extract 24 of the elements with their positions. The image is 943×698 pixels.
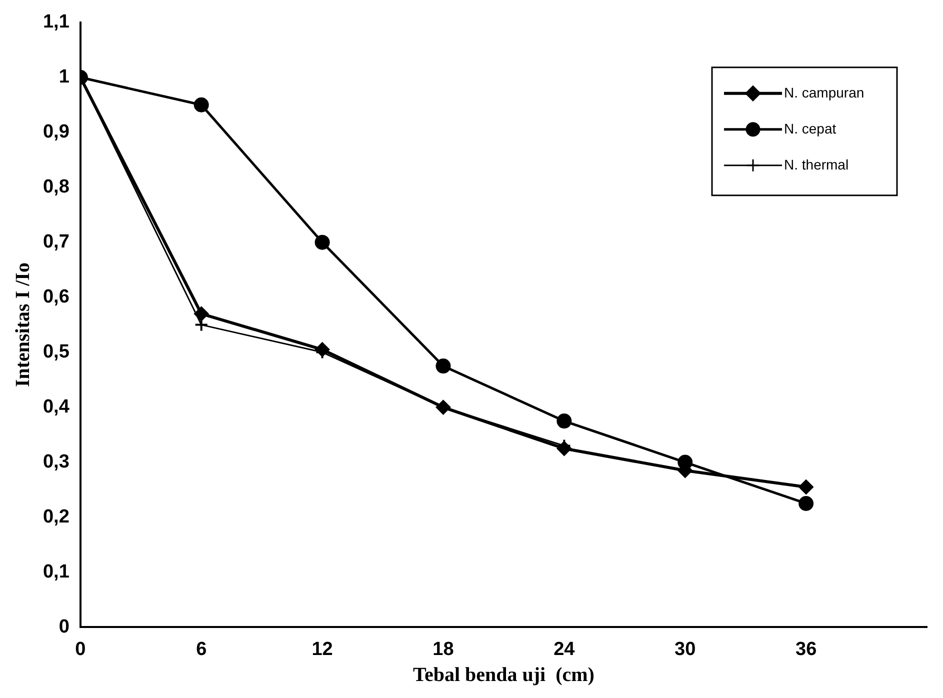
x-tick-label: 36 — [795, 638, 817, 660]
y-tick-label: 0,6 — [42, 286, 70, 308]
y-tick-label: 0,7 — [42, 232, 70, 253]
y-tick-label: 0,3 — [42, 451, 70, 472]
y-tick-label: 1 — [58, 66, 70, 88]
y-tick-label: 0,8 — [42, 176, 70, 198]
y-tick-label: 0 — [58, 616, 70, 638]
x-axis-title: Tebal benda uji (cm) — [412, 664, 594, 686]
legend-label: N. thermal — [784, 156, 849, 172]
x-tick-label: 30 — [674, 638, 696, 660]
y-tick-label: 0,2 — [42, 506, 70, 528]
x-tick-label: 18 — [432, 638, 454, 660]
x-tick-label: 12 — [312, 638, 333, 660]
x-tick-label: 6 — [196, 638, 207, 660]
y-tick-label: 1,1 — [42, 12, 70, 33]
y-tick-label: 0,4 — [42, 396, 70, 418]
x-tick-label: 24 — [554, 638, 576, 660]
y-tick-label: 0,5 — [42, 342, 70, 363]
y-tick-label: 0,1 — [42, 561, 70, 582]
x-tick-label: 0 — [75, 638, 86, 660]
legend-label: N. campuran — [784, 84, 864, 100]
y-axis-title: Intensitas I /Io — [12, 262, 34, 388]
y-tick-label: 0,9 — [42, 122, 70, 143]
legend-label: N. cepat — [784, 120, 836, 136]
